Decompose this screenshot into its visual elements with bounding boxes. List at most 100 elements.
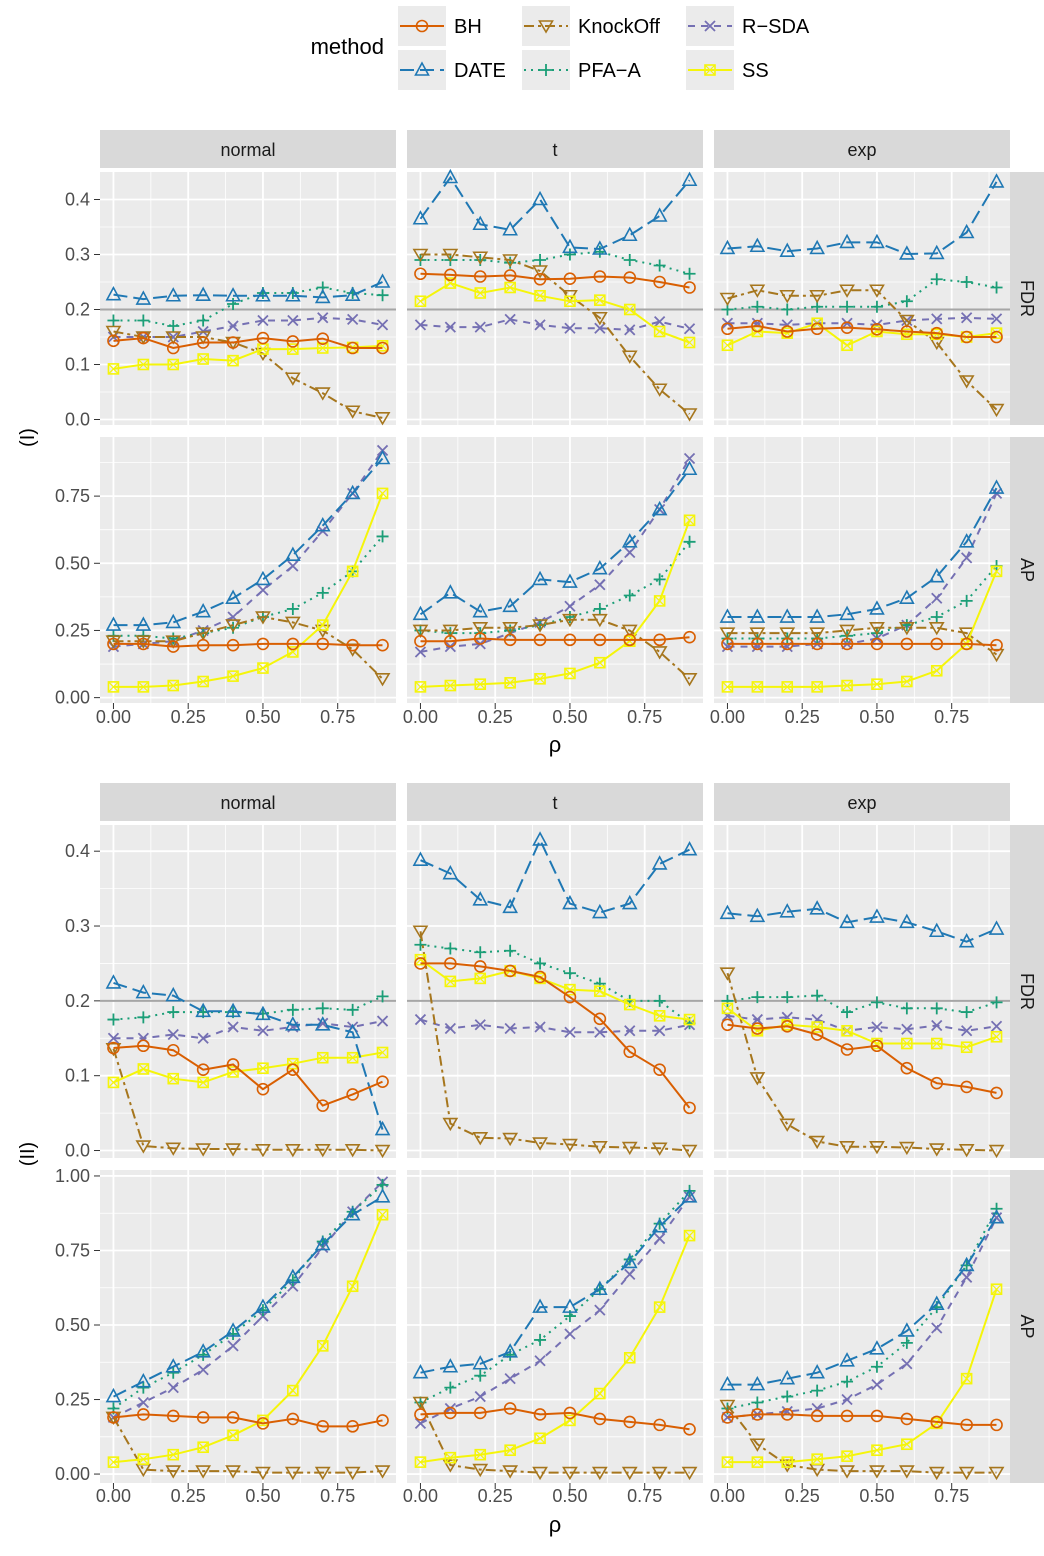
marker-rsda [504, 1022, 516, 1035]
y-tick-label: 0.0 [65, 1141, 90, 1161]
x-tick-label: 0.00 [96, 707, 131, 727]
marker-rsda [624, 546, 636, 559]
marker-ss [167, 1448, 180, 1461]
marker-ss-x [444, 680, 456, 691]
marker-bh [840, 321, 854, 334]
series-line-bh [727, 642, 997, 647]
marker-date [681, 841, 698, 856]
marker-ss-x [654, 1010, 666, 1022]
marker-date [285, 546, 301, 562]
marker-date [681, 171, 698, 187]
marker-ss-x [564, 295, 576, 307]
marker-bh [960, 1080, 973, 1094]
marker-bh [196, 1411, 210, 1424]
marker-bh [810, 1409, 824, 1423]
row-strip [1010, 825, 1044, 1158]
series-line-pfaa [727, 565, 998, 640]
marker-date [165, 1358, 182, 1373]
marker-ss-x [474, 972, 486, 984]
marker-knockoff [255, 1466, 271, 1481]
marker-date [719, 904, 736, 920]
marker-date [681, 460, 698, 476]
marker-bh [751, 319, 764, 333]
y-tick-label: 0.75 [55, 486, 90, 506]
marker-ss [376, 1208, 389, 1221]
series-line-date [420, 837, 690, 914]
marker-ss [960, 1041, 973, 1054]
series-line-date [727, 487, 998, 618]
marker-date [412, 605, 429, 621]
marker-knockoff [225, 1143, 241, 1157]
marker-ss-x [444, 1452, 456, 1464]
marker-bh [810, 637, 824, 651]
marker-ss [683, 1229, 696, 1242]
marker-pfaa [504, 944, 517, 957]
series-line-bh [113, 1413, 383, 1428]
marker-ss-x [684, 337, 695, 348]
marker-bh [930, 326, 944, 340]
marker-bh [444, 634, 457, 648]
marker-knockoff [869, 621, 885, 636]
marker-date [502, 221, 518, 236]
marker-date [105, 285, 122, 301]
marker-ss [167, 679, 180, 692]
x-tick-label: 0.75 [934, 1486, 969, 1506]
series-line-date [113, 281, 383, 301]
marker-knockoff [839, 624, 855, 639]
marker-date [928, 1295, 945, 1310]
marker-ss-x [594, 657, 606, 669]
marker-bh [593, 270, 607, 283]
marker-ss [346, 1051, 359, 1064]
marker-rsda [414, 319, 427, 331]
marker-pfaa [841, 300, 854, 313]
marker-date [532, 570, 548, 586]
marker-pfaa [563, 248, 576, 261]
marker-date [442, 584, 459, 599]
marker-bh [166, 341, 180, 355]
x-tick-label: 0.50 [245, 1486, 280, 1506]
marker-knockoff [255, 1143, 271, 1158]
marker-rsda [257, 1025, 269, 1037]
marker-bh [166, 640, 180, 653]
marker-ss [990, 1030, 1003, 1043]
block-title: (I) [17, 428, 39, 447]
marker-date [749, 608, 766, 623]
marker-date [839, 913, 855, 929]
marker-date [562, 238, 578, 254]
marker-bh [683, 1423, 696, 1436]
panel-normal-fdr [100, 825, 396, 1159]
marker-knockoff [591, 1466, 608, 1481]
marker-date [869, 1340, 885, 1355]
marker-rsda [564, 322, 576, 334]
marker-date [472, 891, 489, 906]
marker-rsda [931, 1019, 943, 1032]
marker-pfaa [990, 996, 1003, 1009]
marker-bh [870, 322, 884, 336]
marker-pfaa [444, 1381, 457, 1394]
marker-knockoff [472, 251, 489, 265]
marker-bh [256, 1417, 270, 1430]
marker-date [592, 1280, 608, 1296]
marker-ss-x [841, 339, 853, 351]
marker-date [562, 894, 578, 910]
marker-ss-x [722, 1002, 733, 1014]
marker-ss [444, 975, 457, 988]
marker-knockoff [532, 265, 548, 279]
marker-ss [444, 277, 457, 289]
marker-bh [870, 1039, 884, 1053]
marker-pfaa [960, 1006, 973, 1019]
y-tick-label: 0.2 [65, 991, 90, 1011]
marker-date [314, 1235, 331, 1251]
panel-exp-fdr [714, 825, 1010, 1159]
marker-knockoff [958, 1466, 975, 1481]
marker-ss-x [137, 681, 149, 693]
marker-pfaa [593, 977, 606, 990]
marker-rsda [654, 1025, 666, 1037]
marker-ss [444, 1451, 457, 1464]
marker-rsda [654, 1232, 666, 1245]
marker-bh [346, 1420, 359, 1433]
marker-rsda [841, 1393, 853, 1406]
y-tick-label: 0.4 [65, 190, 90, 210]
marker-ss [721, 339, 734, 352]
marker-bh [593, 633, 607, 647]
